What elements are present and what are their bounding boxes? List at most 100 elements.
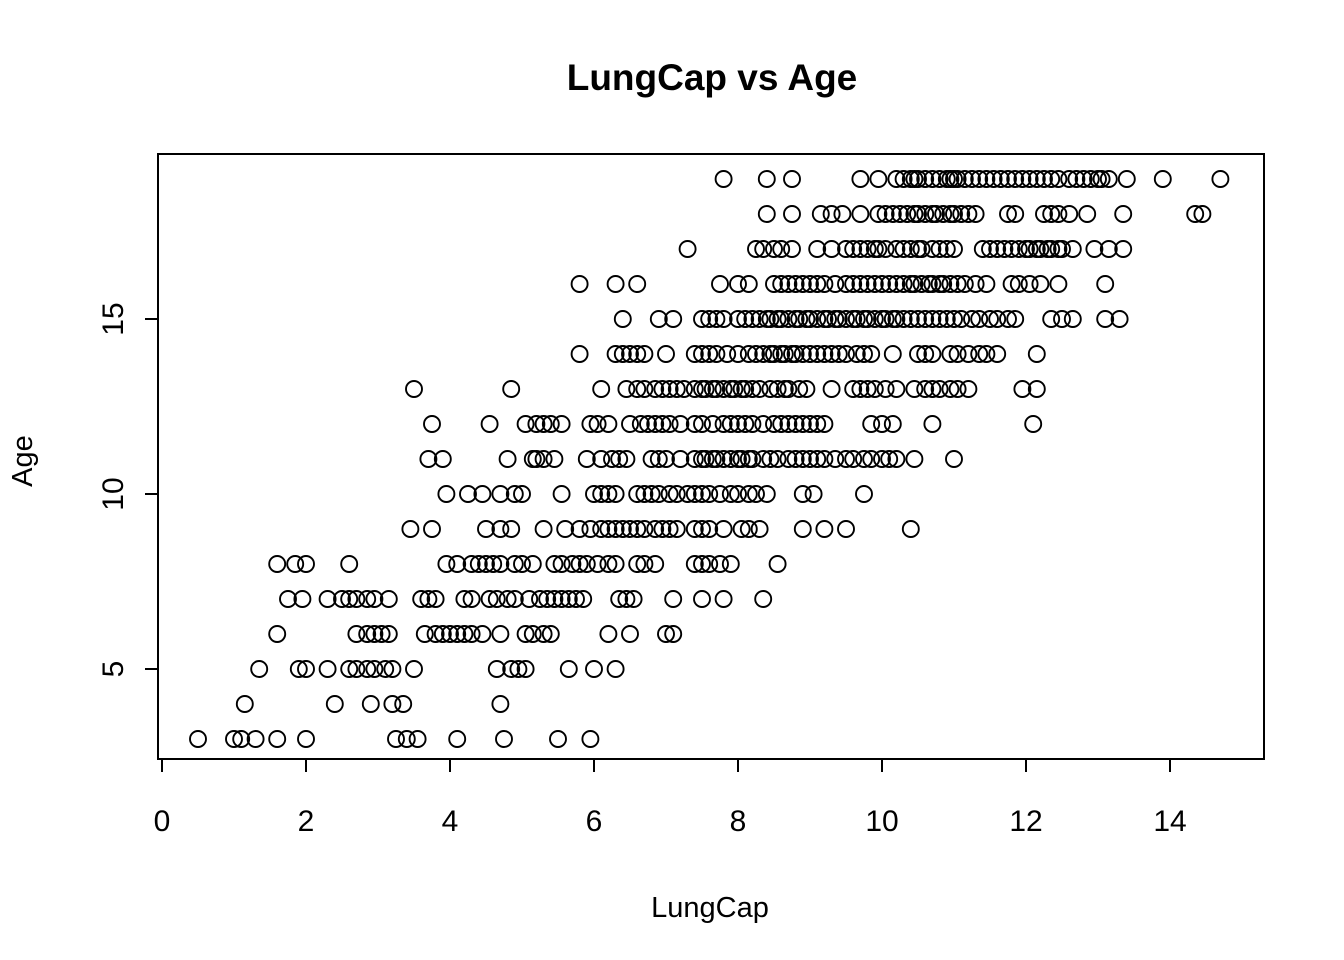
- data-point: [617, 590, 636, 608]
- data-point: [1027, 170, 1046, 188]
- data-point: [235, 695, 254, 713]
- data-point: [930, 380, 949, 398]
- data-point: [977, 170, 996, 188]
- data-point: [815, 520, 834, 538]
- data-point: [613, 520, 632, 538]
- data-point: [988, 345, 1007, 363]
- data-point: [714, 415, 733, 433]
- data-point: [757, 170, 776, 188]
- data-point: [408, 730, 427, 748]
- data-point: [361, 695, 380, 713]
- data-point: [783, 170, 801, 188]
- data-point: [660, 485, 679, 503]
- data-point: [844, 240, 863, 258]
- data-point: [523, 555, 542, 573]
- data-point: [941, 345, 960, 363]
- data-point: [502, 660, 521, 678]
- data-point: [628, 555, 647, 573]
- data-point: [984, 170, 1003, 188]
- data-point: [829, 345, 848, 363]
- data-point: [509, 660, 528, 678]
- data-point: [732, 520, 751, 538]
- x-tick-label: 6: [586, 805, 603, 838]
- data-point: [707, 345, 726, 363]
- data-point: [664, 310, 683, 328]
- data-point: [772, 310, 791, 328]
- data-point: [599, 415, 618, 433]
- data-point: [793, 485, 812, 503]
- data-point: [930, 310, 949, 328]
- data-point: [657, 450, 675, 468]
- data-point: [873, 450, 891, 468]
- data-point: [646, 380, 665, 398]
- data-point: [822, 205, 841, 223]
- data-point: [865, 380, 884, 398]
- data-point: [905, 275, 924, 293]
- data-point: [772, 240, 791, 258]
- data-point: [736, 310, 755, 328]
- x-tick-label: 2: [298, 805, 315, 838]
- data-point: [909, 170, 927, 188]
- data-point: [966, 205, 985, 223]
- data-point: [779, 450, 798, 468]
- data-point: [811, 205, 830, 223]
- data-point: [538, 590, 557, 608]
- data-point: [876, 310, 895, 328]
- data-point: [516, 660, 535, 678]
- data-point: [325, 695, 344, 713]
- data-point: [822, 240, 841, 258]
- data-point: [757, 485, 776, 503]
- data-point: [862, 415, 881, 433]
- data-point: [1063, 240, 1082, 258]
- data-point: [635, 555, 654, 573]
- data-point: [743, 415, 762, 433]
- data-point: [714, 520, 733, 538]
- data-point: [318, 660, 337, 678]
- data-point: [340, 590, 359, 608]
- data-point: [869, 240, 888, 258]
- data-point: [930, 170, 949, 188]
- data-point: [826, 275, 845, 293]
- data-point: [534, 415, 553, 433]
- y-axis-label: Age: [7, 435, 39, 487]
- data-point: [873, 275, 891, 293]
- data-point: [603, 450, 621, 468]
- data-point: [797, 380, 816, 398]
- data-point: [898, 205, 917, 223]
- data-point: [923, 380, 942, 398]
- data-point: [1009, 240, 1028, 258]
- data-point: [189, 730, 207, 748]
- data-point: [905, 380, 924, 398]
- data-point: [790, 310, 809, 328]
- data-point: [649, 485, 668, 503]
- data-point: [379, 625, 398, 643]
- data-point: [822, 345, 841, 363]
- data-point: [477, 555, 495, 573]
- data-point: [887, 275, 906, 293]
- data-point: [732, 450, 751, 468]
- data-point: [847, 345, 866, 363]
- data-point: [628, 485, 647, 503]
- data-point: [711, 555, 729, 573]
- data-point: [743, 450, 762, 468]
- data-point: [775, 345, 794, 363]
- data-point: [729, 415, 747, 433]
- data-point: [783, 240, 801, 258]
- data-point: [1013, 380, 1032, 398]
- data-point: [297, 555, 315, 573]
- data-point: [894, 310, 913, 328]
- data-point: [786, 415, 805, 433]
- data-point: [340, 660, 359, 678]
- data-point: [909, 345, 927, 363]
- data-point: [837, 240, 855, 258]
- data-point: [599, 485, 618, 503]
- data-point: [581, 520, 600, 538]
- data-point: [1042, 240, 1061, 258]
- data-point: [660, 380, 679, 398]
- data-point: [1081, 170, 1100, 188]
- data-point: [880, 275, 899, 293]
- data-point: [635, 380, 654, 398]
- data-point: [606, 485, 625, 503]
